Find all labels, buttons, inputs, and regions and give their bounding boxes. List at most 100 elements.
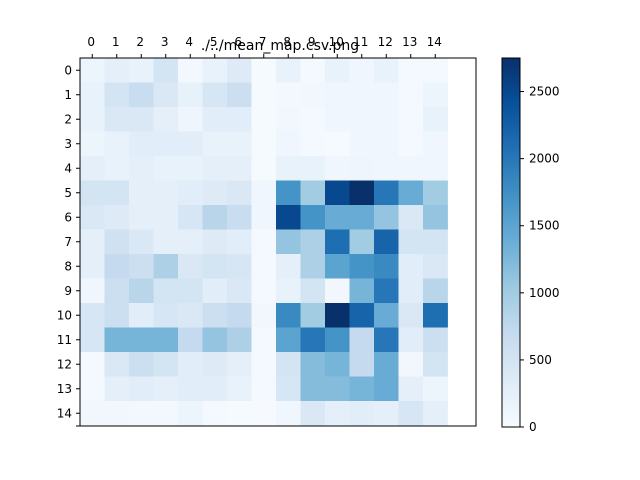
heatmap-cell (80, 58, 105, 83)
x-tick-label: 11 (353, 35, 368, 49)
heatmap-cell (153, 254, 179, 279)
x-tick-label: 10 (329, 35, 344, 49)
heatmap-cell (104, 180, 130, 206)
heatmap-cell (325, 180, 350, 206)
colorbar-ticks: 0 500 1000 1500 2000 2500 (520, 85, 560, 434)
heatmap-cell (129, 180, 154, 206)
heatmap-cell (227, 107, 252, 132)
heatmap-cell (398, 180, 424, 206)
x-tick-label: 6 (234, 35, 242, 49)
heatmap-cell (423, 254, 448, 279)
heatmap-cell (104, 156, 130, 181)
heatmap-cell (423, 229, 448, 255)
heatmap-cell (276, 303, 301, 328)
colorbar-tick-label: 2500 (529, 85, 560, 99)
heatmap-cell (276, 278, 301, 304)
x-tick-label: 5 (210, 35, 218, 49)
heatmap-cell (227, 156, 252, 181)
heatmap-cell (398, 107, 424, 132)
heatmap-cell (325, 254, 350, 279)
heatmap-cell (202, 352, 228, 377)
heatmap-cell (300, 107, 326, 132)
heatmap-cell (300, 229, 326, 255)
x-tick-label: 13 (402, 35, 417, 49)
heatmap-cell (153, 107, 179, 132)
heatmap-cell (153, 352, 179, 377)
heatmap-cell (202, 376, 228, 402)
heatmap-cell (325, 352, 350, 377)
heatmap-cell (104, 352, 130, 377)
heatmap-cell (227, 352, 252, 377)
heatmap-cell (276, 180, 301, 206)
heatmap-cell (325, 229, 350, 255)
heatmap-cell (104, 376, 130, 402)
heatmap-cell (178, 131, 203, 157)
heatmap-cell (398, 376, 424, 402)
heatmap-cell (227, 180, 252, 206)
heatmap-cell (374, 82, 399, 108)
heatmap-cell (251, 254, 277, 279)
heatmap-cell (129, 401, 154, 426)
heatmap-cell (178, 327, 203, 353)
heatmap-cell (374, 352, 399, 377)
heatmap-cell (398, 303, 424, 328)
heatmap-cell (300, 180, 326, 206)
y-tick-label: 6 (64, 210, 72, 224)
heatmap-cell (325, 107, 350, 132)
heatmap-cell (276, 58, 301, 83)
y-tick-label: 4 (64, 161, 72, 175)
heatmap-cell (202, 205, 228, 230)
heatmap-cell (349, 278, 375, 304)
colorbar-tick-label: 1500 (529, 219, 560, 233)
heatmap-cell (349, 401, 375, 426)
heatmap-cell (300, 327, 326, 353)
heatmap-cell (276, 156, 301, 181)
heatmap-cell (251, 107, 277, 132)
chart-title: ./../mean_map.csv.png (201, 38, 359, 54)
heatmap-cell (178, 278, 203, 304)
heatmap-cell (276, 376, 301, 402)
heatmap-cell (251, 58, 277, 83)
heatmap-cell (202, 327, 228, 353)
heatmap-cell (202, 156, 228, 181)
heatmap-cell (153, 278, 179, 304)
heatmap-cell (80, 327, 105, 353)
heatmap-cell (251, 180, 277, 206)
heatmap-cell (251, 131, 277, 157)
y-tick-label: 14 (57, 406, 72, 420)
heatmap-cell (300, 254, 326, 279)
heatmap-cell (80, 401, 105, 426)
x-tick-label: 1 (112, 35, 120, 49)
heatmap-cell (276, 401, 301, 426)
heatmap-cell (202, 58, 228, 83)
heatmap-cell (374, 254, 399, 279)
heatmap-cell (80, 82, 105, 108)
heatmap-cell (276, 131, 301, 157)
heatmap-cell (349, 156, 375, 181)
heatmap-cell (178, 376, 203, 402)
heatmap-cell (104, 254, 130, 279)
heatmap-cells (80, 58, 448, 426)
heatmap-cell (349, 254, 375, 279)
heatmap-cell (202, 229, 228, 255)
y-tick-label: 12 (57, 357, 72, 371)
heatmap-cell (423, 376, 448, 402)
heatmap-cell (80, 180, 105, 206)
heatmap-cell (349, 376, 375, 402)
heatmap-cell (153, 205, 179, 230)
heatmap-cell (104, 131, 130, 157)
colorbar-tick-label: 2000 (529, 152, 560, 166)
heatmap-cell (349, 205, 375, 230)
heatmap-cell (227, 229, 252, 255)
heatmap-cell (349, 303, 375, 328)
heatmap-cell (129, 156, 154, 181)
heatmap-cell (325, 156, 350, 181)
heatmap-cell (349, 107, 375, 132)
heatmap-cell (349, 131, 375, 157)
heatmap-cell (398, 58, 424, 83)
x-tick-label: 3 (161, 35, 169, 49)
heatmap-cell (325, 58, 350, 83)
heatmap-cell (300, 278, 326, 304)
heatmap-cell (251, 376, 277, 402)
heatmap-cell (129, 303, 154, 328)
